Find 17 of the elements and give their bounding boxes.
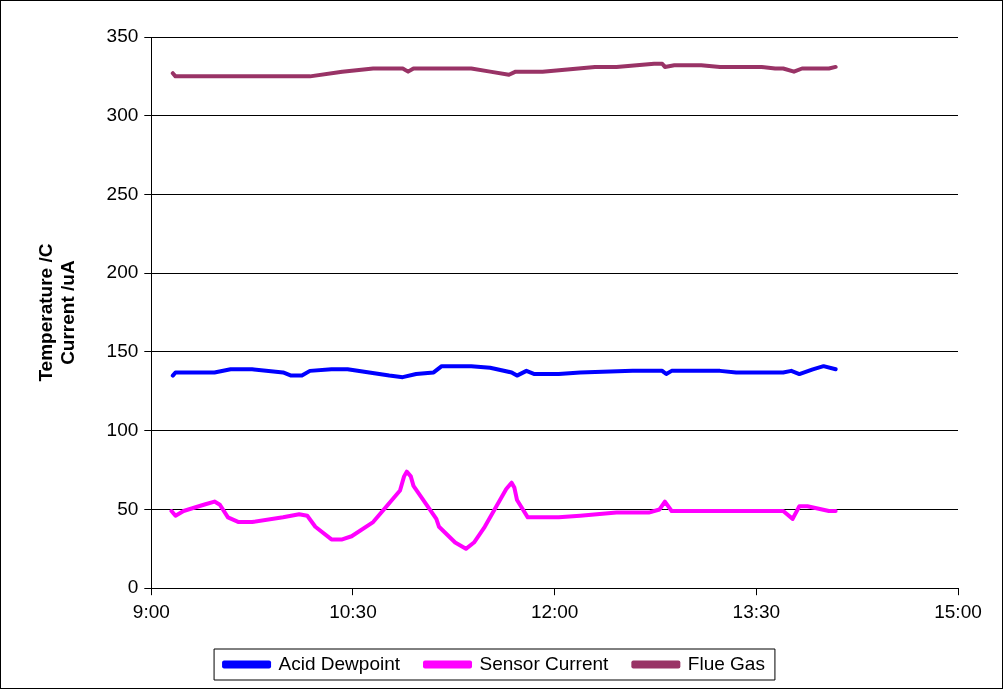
x-tick-label: 13:30 [732,600,781,622]
x-tick-label: 12:00 [530,600,579,622]
legend-label: Acid Dewpoint [278,652,401,674]
y-tick-label: 250 [106,182,139,204]
y-tick-label: 150 [106,340,139,362]
y-tick-label: 350 [106,25,139,47]
y-tick-label: 100 [106,418,139,440]
x-tick-label: 9:00 [132,600,170,622]
x-tick-label: 10:30 [329,600,377,622]
legend-label: Flue Gas [687,652,765,674]
y-tick-label: 300 [106,103,139,125]
y-tick-label: 0 [127,576,139,598]
y-tick-label: 50 [117,497,139,519]
y-tick-label: 200 [106,261,139,283]
y-axis-title: Temperature /C Current /uA [34,243,79,382]
x-tick-label: 15:00 [934,600,982,622]
legend-label: Sensor Current [479,652,610,674]
